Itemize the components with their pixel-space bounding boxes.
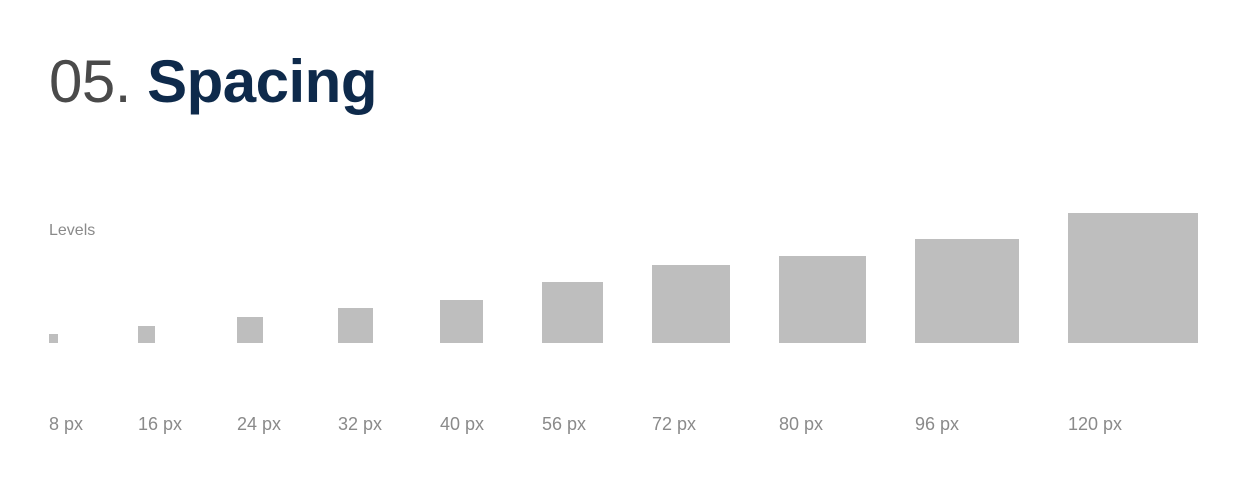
section-title: Spacing [147, 48, 377, 115]
spacing-level-label: 8 px [49, 414, 84, 434]
spacing-level-label: 72 px [652, 414, 697, 434]
spacing-level-label: 96 px [915, 414, 960, 434]
spacing-level-label: 32 px [338, 414, 383, 434]
spacing-level-label: 56 px [542, 414, 587, 434]
spacing-swatch [138, 326, 155, 343]
spacing-swatch [338, 308, 373, 343]
spacing-swatch [49, 334, 58, 343]
spacing-swatch [652, 265, 730, 343]
spacing-swatch [779, 256, 866, 343]
spacing-level-label: 24 px [237, 414, 282, 434]
spacing-swatch [542, 282, 603, 343]
spacing-swatch [1068, 213, 1198, 343]
section-number: 05. [49, 48, 131, 115]
spacing-swatch [915, 239, 1019, 343]
spacing-level-label: 40 px [440, 414, 485, 434]
spacing-swatch [440, 300, 483, 343]
spacing-level-label: 120 px [1068, 414, 1123, 434]
spacing-level-label: 16 px [138, 414, 183, 434]
page-title: 05. Spacing [49, 46, 377, 118]
levels-label: Levels [49, 222, 96, 239]
spacing-swatch [237, 317, 263, 343]
spacing-level-label: 80 px [779, 414, 824, 434]
